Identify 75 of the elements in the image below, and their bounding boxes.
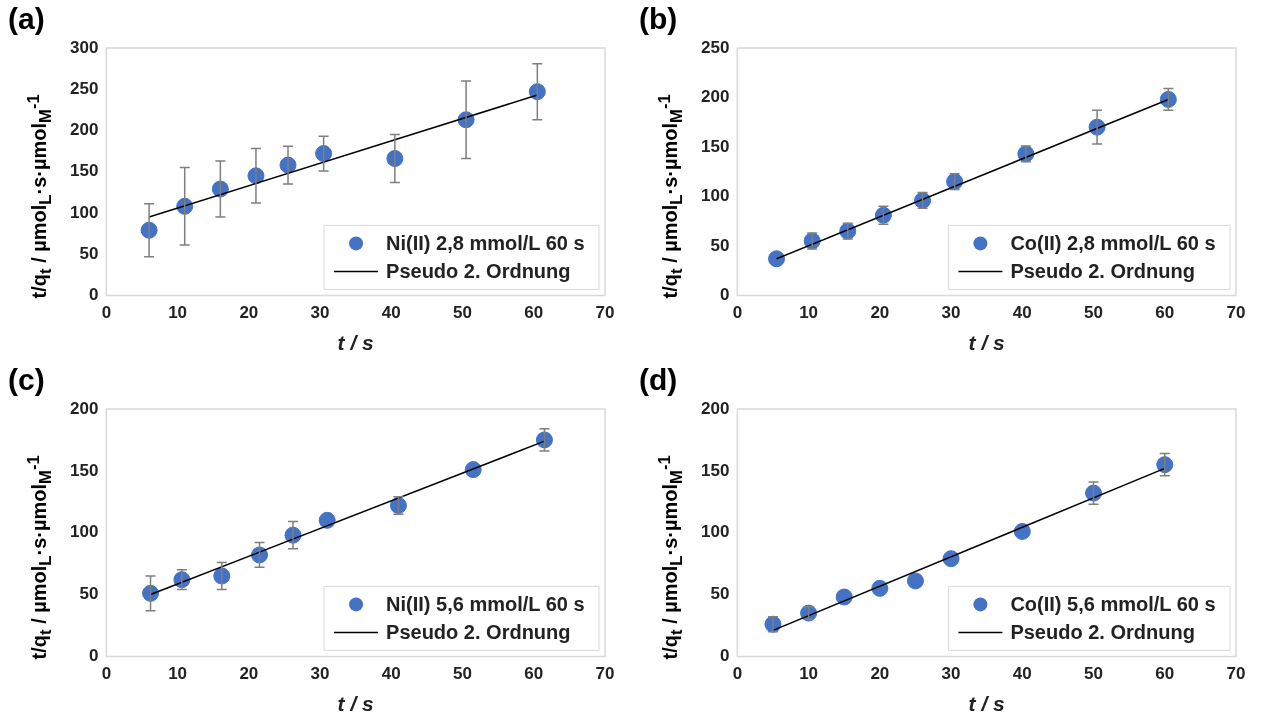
x-tick-label: 30 — [941, 303, 961, 323]
y-tick-label: 200 — [69, 120, 99, 140]
y-tick-label: 150 — [69, 161, 99, 181]
point — [315, 145, 333, 163]
y-tick-label: 0 — [719, 646, 730, 666]
x-tick-label: 20 — [870, 664, 890, 684]
legend-label: Pseudo 2. Ordnung — [386, 620, 571, 643]
legend-label: Ni(II) 2,8 mmol/L 60 s — [386, 231, 585, 254]
x-axis-title: t / s — [337, 692, 374, 716]
x-tick-label: 70 — [1226, 303, 1246, 323]
x-tick-label: 10 — [799, 664, 819, 684]
y-tick-label: 200 — [700, 87, 730, 107]
y-tick-label: 150 — [700, 460, 730, 480]
x-tick-label: 40 — [381, 303, 401, 323]
y-tick-label: 100 — [69, 522, 99, 542]
x-tick-label: 0 — [101, 664, 112, 684]
chart-title: (b) — [639, 2, 678, 36]
legend-label: Pseudo 2. Ordnung — [1010, 259, 1195, 282]
chart-title: (d) — [639, 363, 678, 397]
chart-title: (a) — [8, 2, 45, 36]
point — [318, 511, 336, 529]
y-tick-label: 250 — [700, 37, 730, 57]
y-tick-label: 50 — [710, 235, 730, 255]
point — [906, 572, 924, 590]
x-tick-label: 30 — [941, 664, 961, 684]
y-tick-label: 200 — [69, 398, 99, 418]
y-tick-label: 250 — [69, 78, 99, 98]
x-tick-label: 20 — [870, 303, 890, 323]
x-tick-label: 20 — [239, 664, 259, 684]
x-tick-label: 60 — [1155, 303, 1175, 323]
y-tick-label: 100 — [700, 522, 730, 542]
x-tick-label: 70 — [595, 303, 615, 323]
y-tick-label: 50 — [79, 584, 99, 604]
y-tick-label: 50 — [79, 243, 99, 263]
x-tick-label: 0 — [732, 664, 743, 684]
x-axis-title: t / s — [337, 331, 374, 355]
y-tick-label: 100 — [69, 202, 99, 222]
legend-label: Co(II) 5,6 mmol/L 60 s — [1010, 592, 1216, 615]
x-tick-label: 60 — [1155, 664, 1175, 684]
x-tick-label: 0 — [732, 303, 743, 323]
legend-label: Co(II) 2,8 mmol/L 60 s — [1010, 231, 1216, 254]
y-tick-label: 150 — [700, 136, 730, 156]
y-tick-label: 300 — [69, 37, 99, 57]
chart-title: (c) — [8, 363, 45, 397]
x-tick-label: 70 — [595, 664, 615, 684]
x-tick-label: 10 — [168, 664, 188, 684]
y-tick-label: 0 — [88, 285, 99, 305]
x-tick-label: 40 — [1012, 303, 1032, 323]
x-tick-label: 60 — [524, 303, 544, 323]
x-tick-label: 50 — [453, 664, 472, 684]
point — [768, 250, 786, 268]
x-tick-label: 40 — [1012, 664, 1032, 684]
y-tick-label: 0 — [719, 285, 730, 305]
legend-label: Pseudo 2. Ordnung — [1010, 620, 1195, 643]
x-tick-label: 50 — [1084, 303, 1103, 323]
x-tick-label: 60 — [524, 664, 544, 684]
x-tick-label: 0 — [101, 303, 112, 323]
y-tick-label: 200 — [700, 398, 730, 418]
x-tick-label: 30 — [310, 664, 330, 684]
x-tick-label: 30 — [310, 303, 330, 323]
x-tick-label: 40 — [381, 664, 401, 684]
x-axis-title: t / s — [968, 692, 1005, 716]
x-axis-title: t / s — [968, 331, 1005, 355]
y-tick-label: 50 — [710, 584, 730, 604]
x-tick-label: 10 — [799, 303, 819, 323]
x-tick-label: 70 — [1226, 664, 1246, 684]
x-tick-label: 50 — [453, 303, 472, 323]
x-tick-label: 20 — [239, 303, 259, 323]
y-tick-label: 0 — [88, 646, 99, 666]
legend-label: Pseudo 2. Ordnung — [386, 259, 571, 282]
y-tick-label: 100 — [700, 186, 730, 206]
legend-label: Ni(II) 5,6 mmol/L 60 s — [386, 592, 585, 615]
x-tick-label: 10 — [168, 303, 188, 323]
y-tick-label: 150 — [69, 460, 99, 480]
x-tick-label: 50 — [1084, 664, 1103, 684]
